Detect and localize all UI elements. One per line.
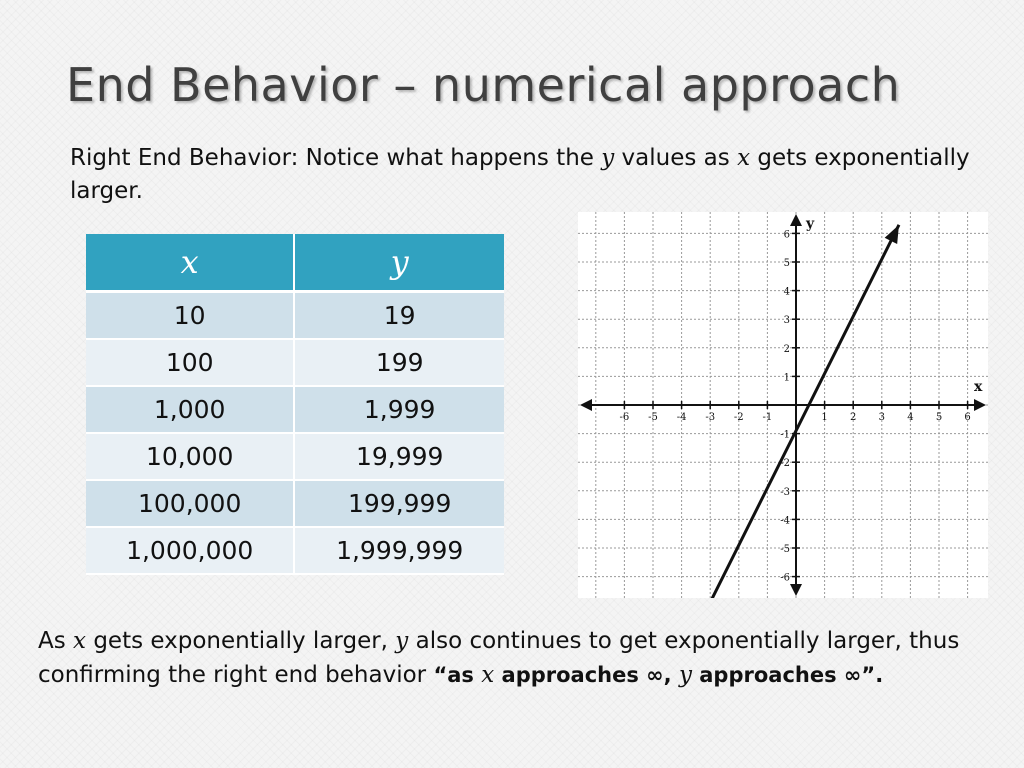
axes: xy [580, 214, 986, 596]
y-axis-arrow-up [790, 214, 802, 226]
x-tick-label: 6 [964, 412, 970, 423]
x-tick-label: 2 [850, 412, 856, 423]
intro-part3: gets exponentially larger. [70, 145, 970, 204]
quote-part2: approaches ∞, [494, 663, 679, 687]
y-tick-label: -3 [780, 487, 790, 498]
table-cell-x: 1,000,000 [86, 528, 294, 575]
intro-part1: Right End Behavior: Notice what happens … [70, 145, 602, 171]
table-cell-x: 100,000 [86, 481, 294, 528]
x-tick-label: -2 [734, 412, 744, 423]
slide-title: End Behavior – numerical approach [66, 58, 901, 112]
x-tick-label: 5 [936, 412, 942, 423]
table-cell-y: 199,999 [293, 481, 504, 528]
y-tick-label: 5 [784, 258, 790, 269]
y-tick-label: 1 [784, 372, 790, 383]
conclusion-text: As x gets exponentially larger, y also c… [38, 624, 998, 692]
y-tick-label: 6 [784, 229, 790, 240]
intro-part2: values as [614, 145, 738, 171]
x-tick-label: 4 [907, 412, 913, 423]
y-tick-label: -6 [780, 573, 790, 584]
x-axis-arrow-right [974, 399, 986, 411]
intro-var-y: y [601, 145, 615, 171]
table-cell-x: 10,000 [86, 434, 294, 481]
tick-labels: -6 -5 -4 -3 -2 -1 1 2 3 4 5 6 -6 -5 -4 -3 -2 -1 1 2 3 4 5 6 [620, 229, 971, 583]
table-header-row: x y [86, 234, 504, 293]
quote-part3: approaches ∞”. [691, 663, 884, 687]
y-tick-label: -4 [780, 515, 790, 526]
table-cell-y: 19 [293, 293, 504, 340]
x-tick-label: -4 [677, 412, 687, 423]
table-cell-x: 100 [86, 340, 294, 387]
table-row: 100 199 [86, 340, 504, 387]
conclusion-part2: gets exponentially larger, [86, 628, 396, 654]
conclusion-part1: As [38, 628, 74, 654]
table-cell-x: 10 [86, 293, 294, 340]
table-cell-x: 1,000 [86, 387, 294, 434]
x-axis-label: x [974, 379, 983, 395]
conclusion-part3: also continues to get exponentially larg… [38, 628, 960, 688]
series-line [710, 224, 901, 598]
quote-var-x: x [481, 662, 495, 688]
y-tick-label: 3 [784, 315, 790, 326]
x-tick-label: -1 [763, 412, 773, 423]
conclusion-var-x: x [73, 628, 87, 654]
table-row: 100,000 199,999 [86, 481, 504, 528]
table-header-y: y [293, 234, 504, 293]
table-cell-y: 19,999 [293, 434, 504, 481]
table-header-x: x [86, 234, 294, 293]
y-axis-label: y [805, 216, 815, 232]
table-row: 1,000 1,999 [86, 387, 504, 434]
table-cell-y: 199 [293, 340, 504, 387]
series [710, 224, 901, 598]
x-tick-label: 3 [879, 412, 885, 423]
y-axis-arrow-down [790, 584, 802, 596]
table-cell-y: 1,999 [293, 387, 504, 434]
conclusion-var-y: y [395, 628, 409, 654]
x-tick-label: -3 [705, 412, 715, 423]
y-tick-label: -5 [780, 544, 790, 555]
table-cell-y: 1,999,999 [293, 528, 504, 575]
x-axis-arrow-left [580, 399, 592, 411]
series-arrow-end [884, 224, 899, 245]
y-tick-label: 2 [784, 344, 790, 355]
table-row: 10,000 19,999 [86, 434, 504, 481]
x-tick-label: -6 [620, 412, 630, 423]
quote-var-y: y [678, 662, 692, 688]
y-tick-label: -2 [780, 458, 790, 469]
x-tick-label: -5 [648, 412, 658, 423]
xy-table: x y 10 19 100 199 1,000 1,999 10,000 19,… [86, 234, 504, 575]
table-row: 10 19 [86, 293, 504, 340]
x-tick-label: 1 [821, 412, 827, 423]
intro-text: Right End Behavior: Notice what happens … [70, 142, 970, 208]
quote-part1: “as [433, 663, 482, 687]
intro-var-x: x [737, 145, 751, 171]
table-row: 1,000,000 1,999,999 [86, 528, 504, 575]
y-tick-label: 4 [784, 287, 790, 298]
y-tick-label: -1 [780, 430, 790, 441]
